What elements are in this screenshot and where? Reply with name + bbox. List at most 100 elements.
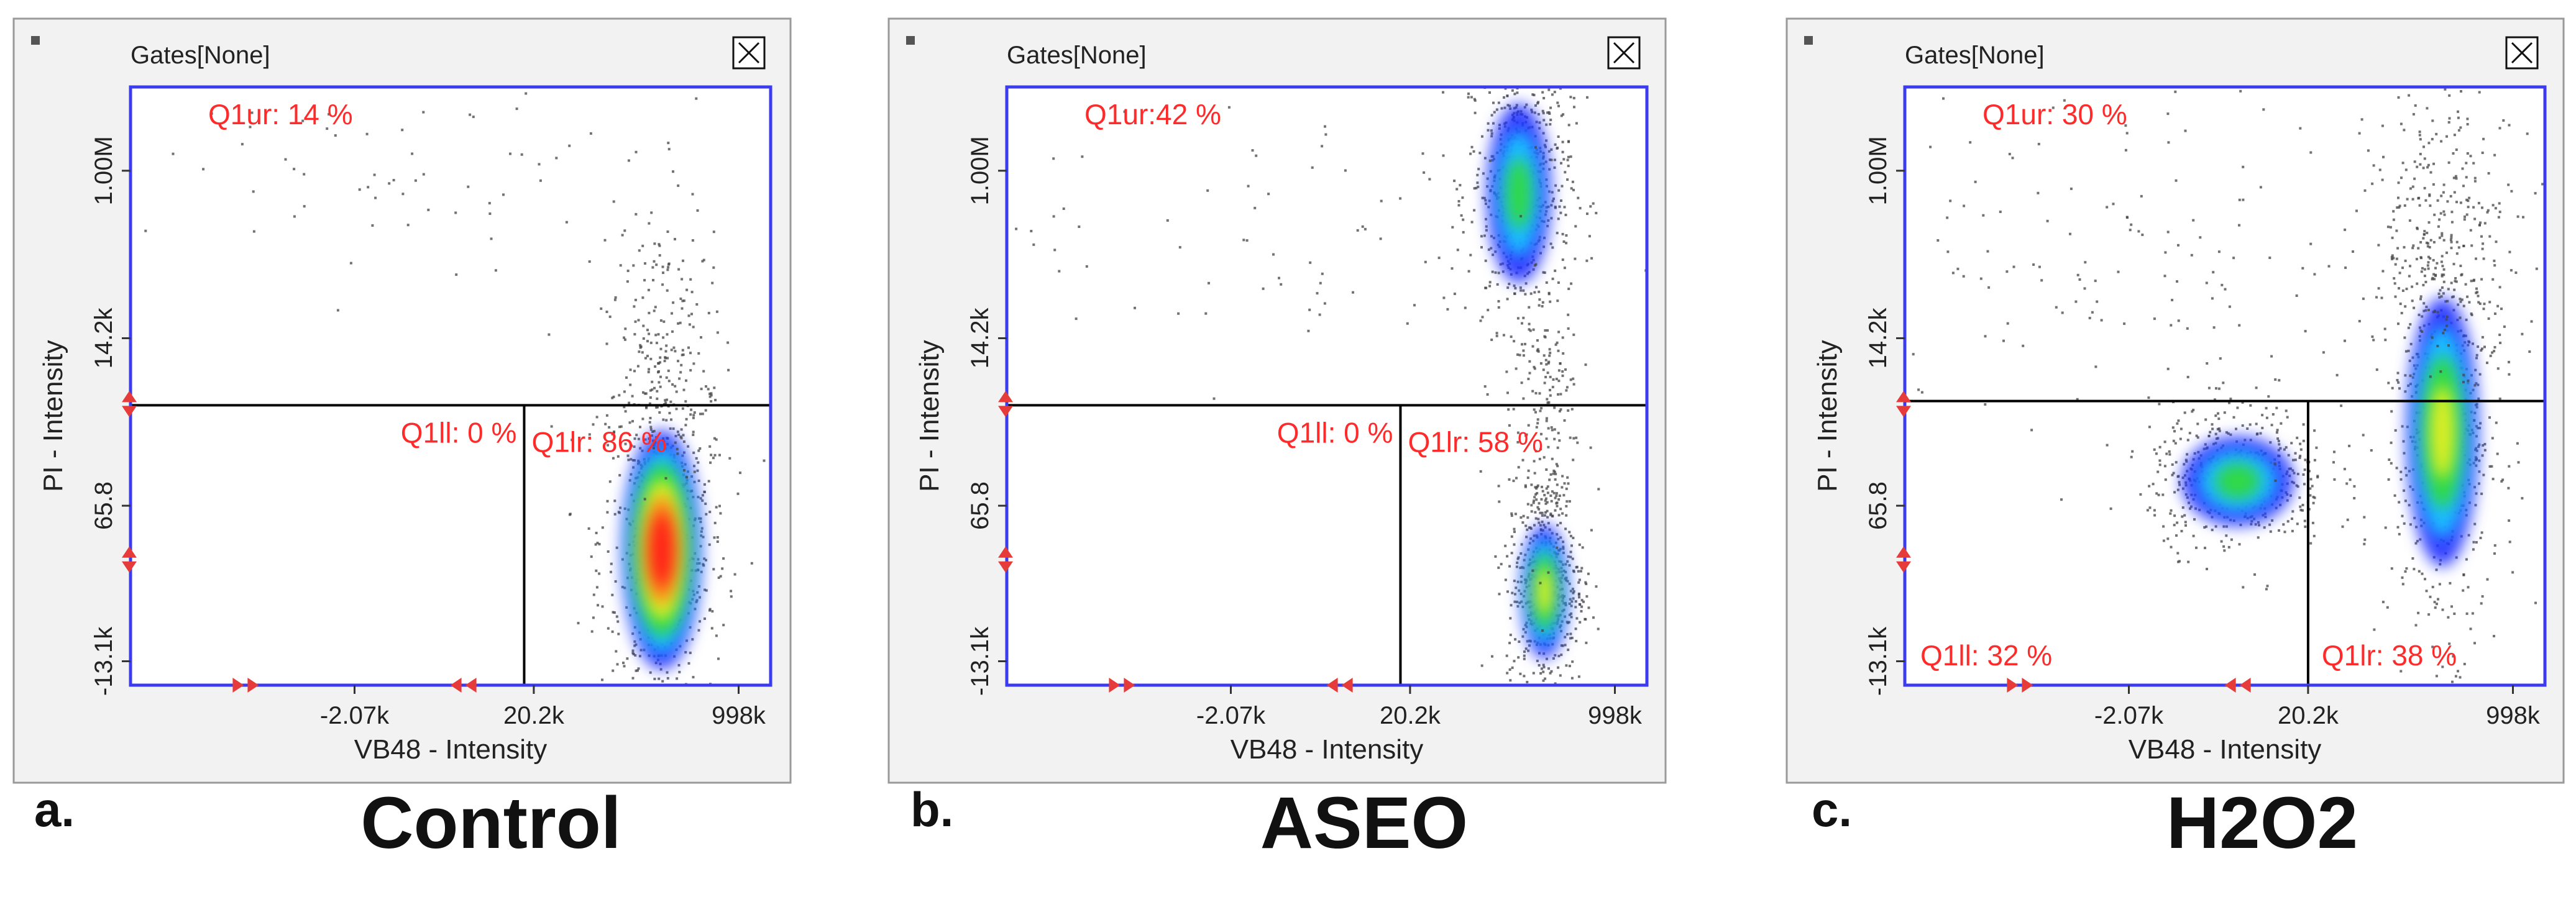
event-dot xyxy=(2358,320,2361,322)
event-dot xyxy=(1547,522,1550,525)
event-dot xyxy=(548,333,551,336)
event-dot xyxy=(1556,232,1559,235)
event-dot xyxy=(715,438,718,441)
x-axis-label: VB48 - Intensity xyxy=(354,734,548,765)
event-dot xyxy=(633,459,636,462)
event-dot xyxy=(2465,558,2468,561)
event-dot xyxy=(1497,566,1500,569)
event-dot xyxy=(695,303,699,306)
event-dot xyxy=(1522,289,1525,292)
event-dot xyxy=(2371,335,2374,338)
event-dot xyxy=(2222,381,2225,385)
panel-caption: ASEO xyxy=(1260,782,1468,864)
event-dot xyxy=(2416,540,2419,543)
event-dot xyxy=(2206,362,2209,365)
event-dot xyxy=(654,334,658,337)
event-dot xyxy=(2219,357,2222,360)
close-box-icon[interactable] xyxy=(1607,36,1641,70)
event-dot xyxy=(1483,385,1487,388)
event-dot xyxy=(659,361,661,364)
event-dot xyxy=(2282,523,2285,526)
event-dot xyxy=(2290,442,2293,445)
event-dot xyxy=(2313,273,2316,276)
event-dot xyxy=(488,202,491,205)
event-dot xyxy=(1509,679,1512,682)
gate-marker-icon xyxy=(998,561,1013,573)
event-dot xyxy=(2174,442,2177,445)
event-dot xyxy=(2217,412,2219,415)
event-dot xyxy=(2449,239,2452,242)
event-dot xyxy=(667,266,670,269)
event-dot xyxy=(2405,567,2408,570)
event-dot xyxy=(568,144,571,147)
event-dot xyxy=(1546,501,1549,504)
event-dot xyxy=(392,179,395,181)
event-dot xyxy=(1533,524,1536,527)
event-dot xyxy=(550,425,553,428)
event-dot xyxy=(641,296,644,299)
event-dot xyxy=(2465,213,2468,216)
event-dot xyxy=(613,430,616,433)
event-dot xyxy=(2418,130,2421,134)
event-dot xyxy=(710,394,713,397)
x-tick-label: -2.07k xyxy=(2094,702,2164,729)
event-dot xyxy=(2429,171,2432,174)
event-dot xyxy=(1556,299,1559,303)
event-dot xyxy=(2389,225,2392,229)
gate-marker-icon xyxy=(1896,561,1911,573)
event-dot xyxy=(2481,454,2484,457)
event-dot xyxy=(2500,480,2503,483)
event-dot xyxy=(2259,432,2262,435)
event-dot xyxy=(2186,439,2189,442)
event-dot xyxy=(682,434,685,437)
event-dot xyxy=(2312,534,2316,537)
event-dot xyxy=(2465,176,2468,179)
event-dot xyxy=(2232,257,2235,260)
event-dot xyxy=(1247,184,1250,188)
event-dot xyxy=(1541,305,1544,307)
event-dot xyxy=(665,419,668,422)
event-dot xyxy=(2441,232,2444,235)
event-dot xyxy=(655,263,658,266)
event-dot xyxy=(667,262,671,265)
event-dot xyxy=(2375,296,2378,299)
event-dot xyxy=(1564,171,1567,174)
event-dot xyxy=(2475,541,2478,544)
event-dot xyxy=(669,427,672,430)
event-dot xyxy=(2186,453,2189,456)
event-dot xyxy=(615,615,618,618)
event-dot xyxy=(2157,470,2160,473)
event-dot xyxy=(1570,282,1573,285)
event-dot xyxy=(2165,452,2168,455)
event-dot xyxy=(2207,435,2211,437)
event-dot xyxy=(2423,275,2426,278)
event-dot xyxy=(1497,485,1500,488)
event-dot xyxy=(2180,530,2183,532)
event-dot xyxy=(2401,583,2404,586)
event-dot xyxy=(2436,311,2439,314)
event-dot xyxy=(2224,288,2227,291)
event-dot xyxy=(2294,452,2297,455)
x-tick-label: -2.07k xyxy=(1196,702,1266,729)
event-dot xyxy=(2483,443,2487,445)
event-dot xyxy=(2404,374,2407,377)
event-dot xyxy=(2530,320,2533,323)
event-dot xyxy=(2295,484,2298,487)
event-dot xyxy=(1519,552,1523,555)
event-dot xyxy=(2309,478,2312,481)
event-dot xyxy=(2390,410,2393,413)
event-dot xyxy=(2161,493,2165,496)
event-dot xyxy=(2457,670,2459,673)
event-dot xyxy=(2213,398,2216,401)
event-dot xyxy=(625,376,628,379)
event-dot xyxy=(2481,206,2483,209)
density-core xyxy=(1487,104,1551,283)
close-box-icon[interactable] xyxy=(2505,36,2539,70)
event-dot xyxy=(2457,129,2460,132)
close-box-icon[interactable] xyxy=(732,36,766,70)
event-dot xyxy=(1568,582,1571,585)
x-tick-label: 20.2k xyxy=(2278,702,2339,729)
event-dot xyxy=(2375,368,2378,371)
event-dot xyxy=(2416,165,2419,168)
event-dot xyxy=(252,230,255,233)
